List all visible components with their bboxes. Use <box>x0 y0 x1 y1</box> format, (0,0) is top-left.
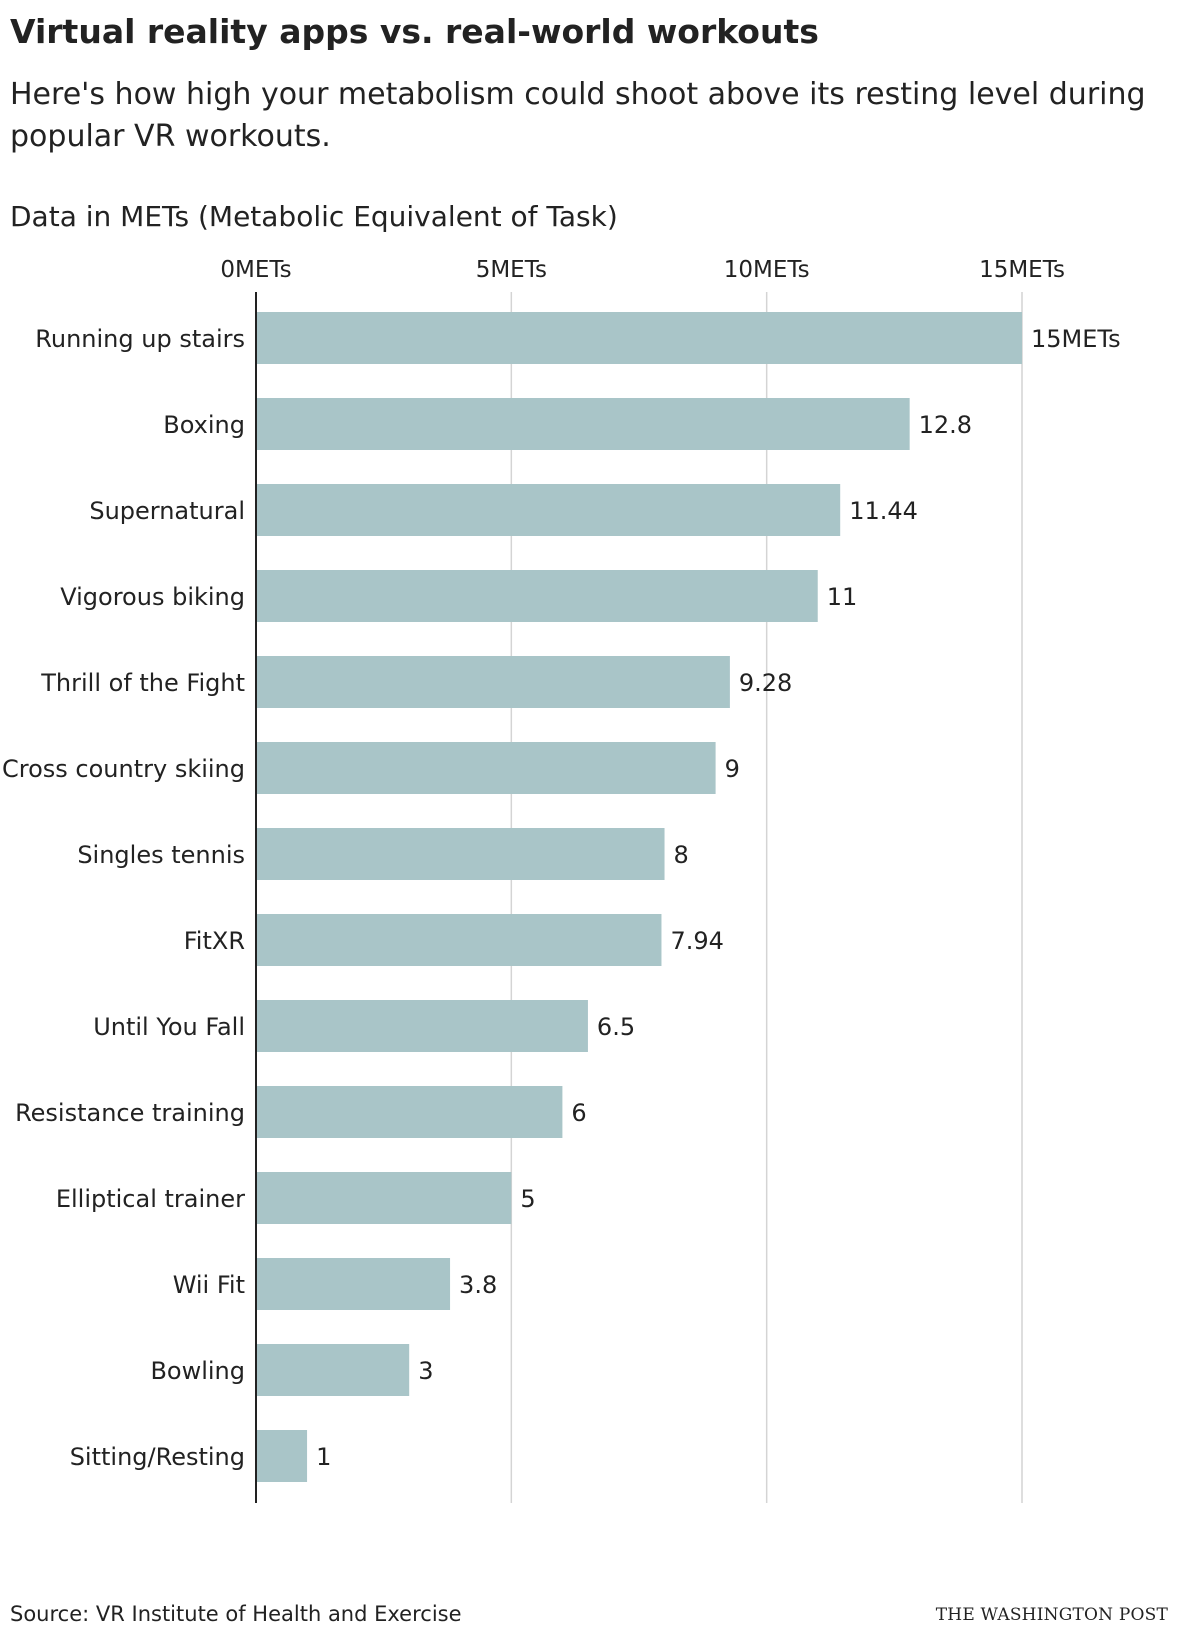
value-label: 7.94 <box>670 927 723 955</box>
category-label: Boxing <box>163 411 245 439</box>
category-label: Wii Fit <box>173 1271 245 1299</box>
chart-title: Virtual reality apps vs. real-world work… <box>10 12 819 51</box>
value-label: 8 <box>674 841 689 869</box>
category-label: Thrill of the Fight <box>40 669 245 697</box>
units-note: Data in METs (Metabolic Equivalent of Ta… <box>10 200 618 233</box>
value-label: 6.5 <box>597 1013 635 1041</box>
value-label: 11.44 <box>849 497 918 525</box>
value-label: 11 <box>827 583 858 611</box>
source-note: Source: VR Institute of Health and Exerc… <box>10 1602 462 1626</box>
chart-subtitle: Here's how high your metabolism could sh… <box>10 77 1146 154</box>
bar <box>256 828 665 880</box>
bar-chart: 0METs 5METs 10METs 15METs Running up stairs 1… <box>2 257 1121 1503</box>
publisher-credit: THE WASHINGTON POST <box>935 1605 1168 1625</box>
category-label: Until You Fall <box>93 1013 245 1041</box>
x-tick-label: 10METs <box>724 257 810 283</box>
category-label: Bowling <box>150 1357 245 1385</box>
bar <box>256 742 716 794</box>
bar <box>256 1086 563 1138</box>
x-tick-label: 15METs <box>979 257 1065 283</box>
category-label: Elliptical trainer <box>56 1185 245 1213</box>
value-label: 9.28 <box>739 669 792 697</box>
bar <box>256 570 818 622</box>
value-label: 3 <box>418 1357 433 1385</box>
value-label: 9 <box>725 755 740 783</box>
bar <box>256 1000 588 1052</box>
category-label: Sitting/Resting <box>70 1443 245 1471</box>
x-tick-label: 0METs <box>220 257 291 283</box>
category-label: Cross country skiing <box>2 755 245 783</box>
value-label: 6 <box>571 1099 586 1127</box>
category-label: Running up stairs <box>35 325 245 353</box>
bar <box>256 914 662 966</box>
bar <box>256 312 1022 364</box>
value-label: 12.8 <box>919 411 972 439</box>
category-label: Singles tennis <box>77 841 245 869</box>
value-label: 3.8 <box>459 1271 497 1299</box>
bar <box>256 1430 308 1482</box>
category-label: Supernatural <box>89 497 245 525</box>
x-tick-label: 5METs <box>476 257 547 283</box>
category-label: Vigorous biking <box>60 583 245 611</box>
bar <box>256 484 841 536</box>
bar <box>256 1172 512 1224</box>
bar <box>256 398 910 450</box>
value-label: 1 <box>316 1443 331 1471</box>
value-label: 15METs <box>1031 325 1121 353</box>
category-label: FitXR <box>184 927 245 955</box>
bar <box>256 1344 410 1396</box>
bar <box>256 1258 451 1310</box>
bar <box>256 656 730 708</box>
value-label: 5 <box>520 1185 535 1213</box>
category-label: Resistance training <box>15 1099 245 1127</box>
